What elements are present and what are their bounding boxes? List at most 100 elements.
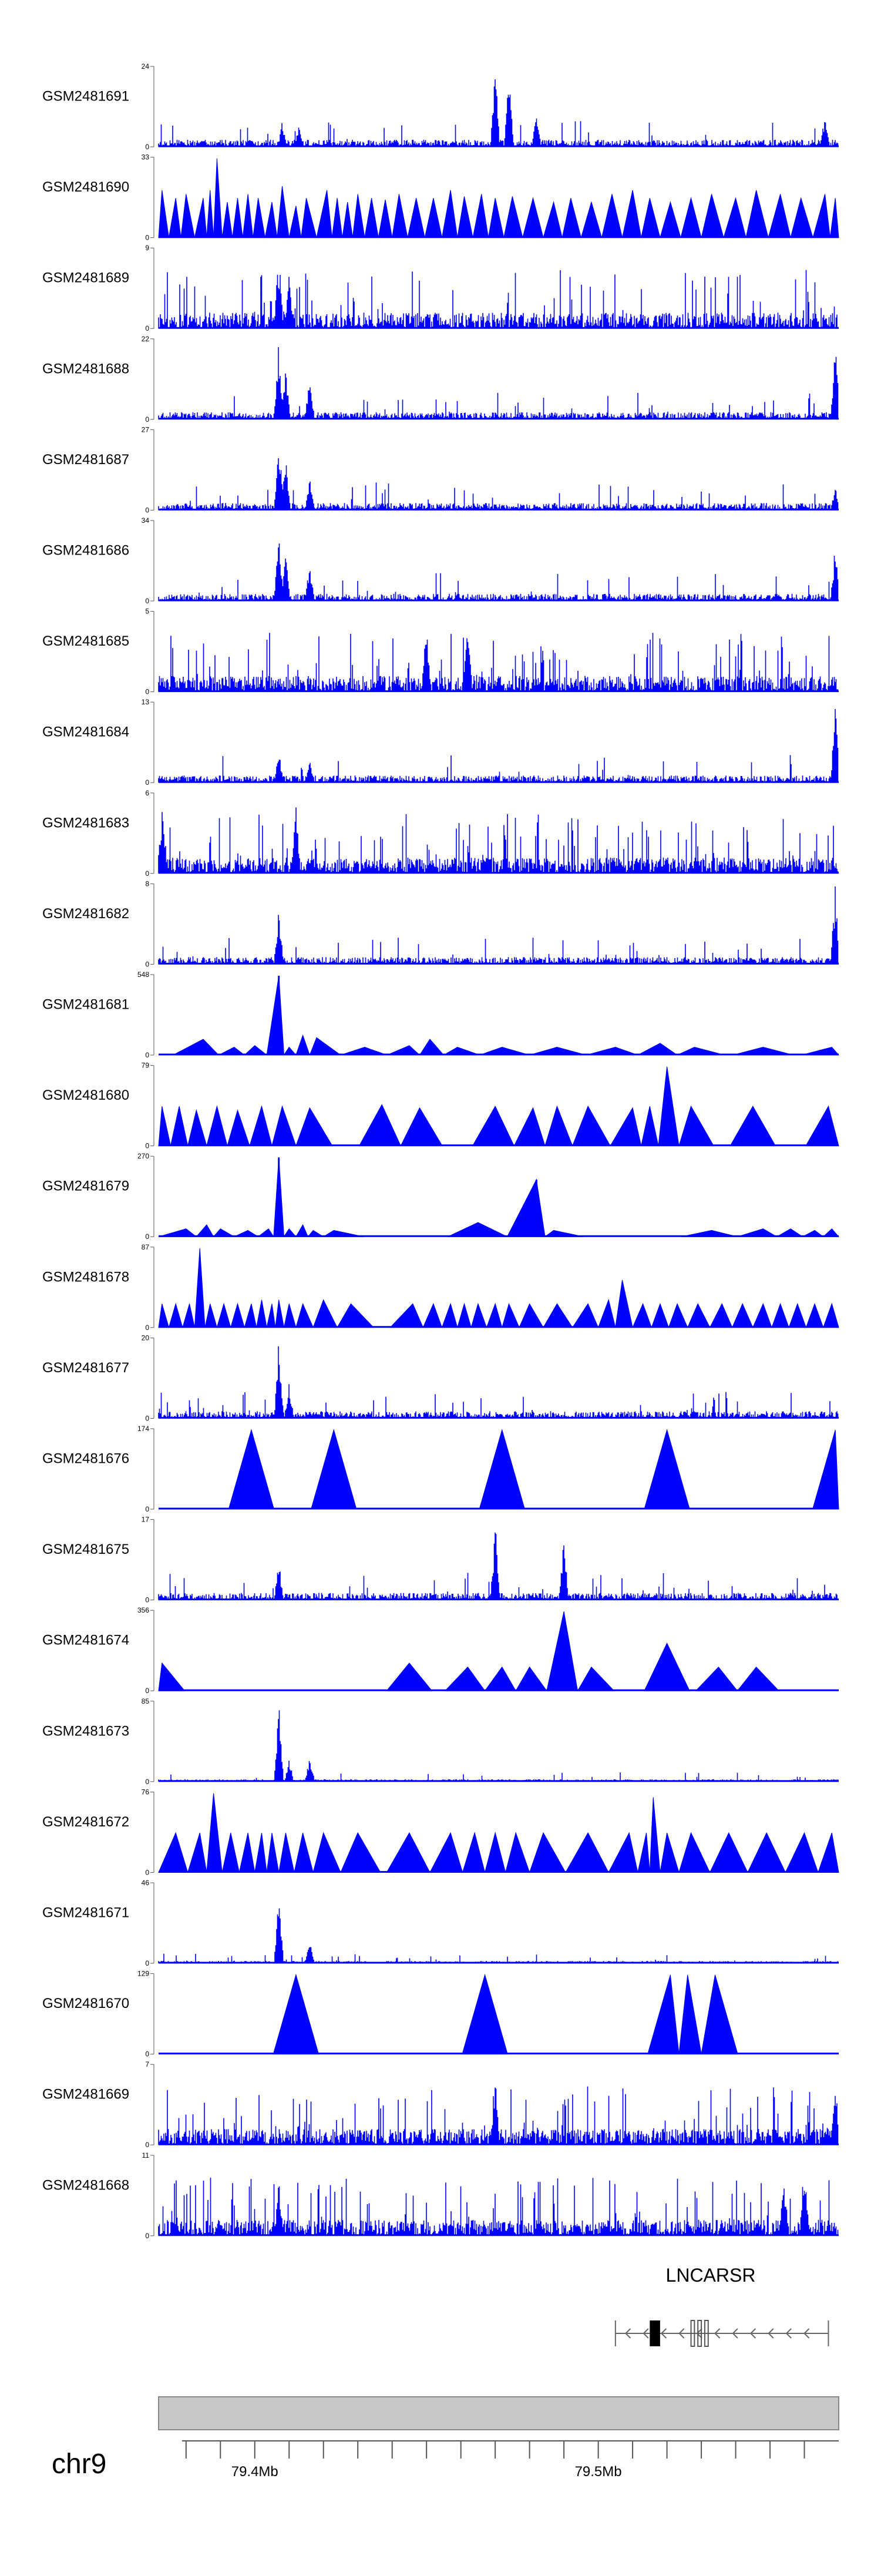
signal-area-gsm2481680 — [158, 1066, 839, 1147]
y-max-label-gsm2481691: 24 — [142, 62, 150, 70]
signal-bars-gsm2481683 — [158, 807, 839, 874]
signal-bars-gsm2481682 — [158, 886, 839, 965]
signal-area-gsm2481681 — [173, 975, 840, 1056]
signal-bars-gsm2481668 — [158, 2177, 839, 2236]
track-label-gsm2481691: GSM2481691 — [42, 89, 129, 105]
y-max-label-gsm2481677: 20 — [142, 1334, 150, 1342]
y-min-label-gsm2481681: 0 — [145, 1051, 149, 1059]
track-label-gsm2481678: GSM2481678 — [42, 1269, 129, 1285]
y-min-label-gsm2481671: 0 — [145, 1959, 149, 1967]
y-max-label-gsm2481685: 5 — [145, 607, 149, 616]
strand-arrow — [803, 2328, 810, 2339]
y-max-label-gsm2481686: 34 — [142, 516, 150, 525]
track-label-gsm2481686: GSM2481686 — [42, 543, 129, 559]
y-min-label-gsm2481688: 0 — [145, 415, 149, 424]
strand-arrow — [768, 2328, 774, 2339]
x-tick-label: 79.5Mb — [575, 2464, 622, 2480]
gene-exon — [650, 2320, 660, 2346]
signal-bars-gsm2481684 — [158, 709, 839, 783]
gene-exon — [697, 2320, 702, 2347]
track-label-gsm2481676: GSM2481676 — [42, 1451, 129, 1467]
signal-bars-gsm2481688 — [158, 347, 839, 419]
track-label-gsm2481682: GSM2481682 — [42, 906, 129, 922]
strand-arrow — [643, 2328, 649, 2339]
y-max-label-gsm2481674: 356 — [137, 1606, 149, 1614]
track-label-gsm2481681: GSM2481681 — [42, 997, 129, 1013]
track-label-gsm2481668: GSM2481668 — [42, 2177, 129, 2193]
y-max-label-gsm2481676: 174 — [137, 1425, 149, 1433]
y-max-label-gsm2481683: 6 — [145, 789, 149, 797]
track-label-gsm2481669: GSM2481669 — [42, 2087, 129, 2103]
signal-bars-gsm2481689 — [158, 270, 839, 329]
strand-arrow — [678, 2328, 685, 2339]
track-label-gsm2481689: GSM2481689 — [42, 270, 129, 286]
strand-arrow — [714, 2328, 721, 2339]
y-min-label-gsm2481669: 0 — [145, 2141, 149, 2149]
strand-arrow — [732, 2328, 738, 2339]
y-min-label-gsm2481672: 0 — [145, 1868, 149, 1876]
track-label-gsm2481670: GSM2481670 — [42, 1996, 129, 2011]
signal-bars-gsm2481669 — [158, 2086, 839, 2145]
strand-arrow — [785, 2328, 792, 2339]
chromosome-bar — [158, 2396, 839, 2430]
y-max-label-gsm2481681: 548 — [137, 970, 149, 979]
y-min-label-gsm2481684: 0 — [145, 778, 149, 787]
y-min-label-gsm2481686: 0 — [145, 597, 149, 605]
signal-area-gsm2481674 — [158, 1611, 780, 1691]
track-label-gsm2481690: GSM2481690 — [42, 179, 129, 195]
y-max-label-gsm2481669: 7 — [145, 2060, 149, 2068]
signal-bars-gsm2481685 — [158, 633, 839, 692]
signal-bars-gsm2481675 — [158, 1532, 839, 1600]
gene-name-label: LNCARSR — [666, 2265, 756, 2286]
y-max-label-gsm2481671: 46 — [142, 1879, 150, 1887]
track-label-gsm2481688: GSM2481688 — [42, 361, 129, 377]
y-max-label-gsm2481675: 17 — [142, 1516, 150, 1524]
strand-arrow — [696, 2328, 702, 2339]
y-min-label-gsm2481680: 0 — [145, 1142, 149, 1150]
y-min-label-gsm2481683: 0 — [145, 869, 149, 878]
track-label-gsm2481672: GSM2481672 — [42, 1814, 129, 1830]
y-max-label-gsm2481690: 33 — [142, 153, 150, 162]
y-min-label-gsm2481687: 0 — [145, 506, 149, 514]
y-max-label-gsm2481668: 11 — [142, 2151, 150, 2159]
y-min-label-gsm2481682: 0 — [145, 960, 149, 968]
track-label-gsm2481671: GSM2481671 — [42, 1905, 129, 1921]
track-label-gsm2481677: GSM2481677 — [42, 1360, 129, 1376]
y-min-label-gsm2481678: 0 — [145, 1324, 149, 1332]
gene-exon — [690, 2320, 695, 2347]
y-min-label-gsm2481690: 0 — [145, 234, 149, 242]
signal-bars-gsm2481677 — [158, 1346, 839, 1419]
y-min-label-gsm2481676: 0 — [145, 1505, 149, 1513]
track-label-gsm2481687: GSM2481687 — [42, 452, 129, 468]
strand-arrow — [624, 2328, 631, 2339]
y-min-label-gsm2481689: 0 — [145, 324, 149, 333]
y-max-label-gsm2481688: 22 — [142, 335, 150, 343]
signal-bars-gsm2481673 — [158, 1710, 839, 1782]
y-max-label-gsm2481687: 27 — [142, 425, 150, 434]
y-min-label-gsm2481679: 0 — [145, 1232, 149, 1241]
signal-bars-gsm2481687 — [158, 458, 839, 511]
y-max-label-gsm2481689: 9 — [145, 244, 149, 252]
signal-area-gsm2481679 — [158, 1157, 840, 1237]
y-max-label-gsm2481678: 87 — [142, 1243, 150, 1251]
track-label-gsm2481673: GSM2481673 — [42, 1723, 129, 1739]
signal-bars-gsm2481671 — [158, 1908, 839, 1963]
y-min-label-gsm2481691: 0 — [145, 143, 149, 151]
y-min-label-gsm2481677: 0 — [145, 1414, 149, 1422]
y-max-label-gsm2481682: 8 — [145, 879, 149, 888]
signal-bars-gsm2481691 — [158, 79, 839, 147]
chromosome-label: chr9 — [52, 2449, 106, 2480]
y-max-label-gsm2481670: 129 — [137, 1970, 149, 1978]
y-min-label-gsm2481675: 0 — [145, 1596, 149, 1604]
y-max-label-gsm2481684: 13 — [142, 698, 150, 706]
y-max-label-gsm2481673: 85 — [142, 1697, 150, 1705]
strand-arrow — [660, 2328, 667, 2339]
y-min-label-gsm2481673: 0 — [145, 1778, 149, 1786]
y-min-label-gsm2481670: 0 — [145, 2050, 149, 2058]
strand-arrow — [749, 2328, 756, 2339]
signal-area-gsm2481678 — [158, 1248, 839, 1328]
track-label-gsm2481685: GSM2481685 — [42, 633, 129, 649]
y-max-label-gsm2481672: 76 — [142, 1788, 150, 1796]
